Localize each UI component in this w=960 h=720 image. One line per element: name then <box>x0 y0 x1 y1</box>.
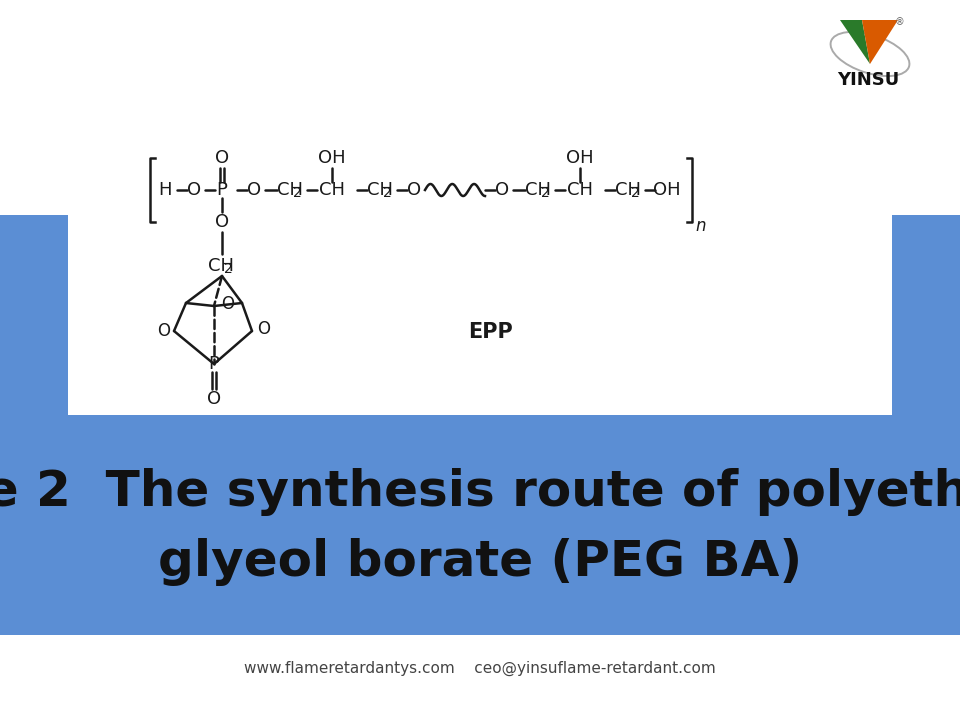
Polygon shape <box>862 20 898 64</box>
Text: P: P <box>217 181 228 199</box>
Text: CH: CH <box>367 181 393 199</box>
Text: P: P <box>208 355 220 373</box>
Text: CH: CH <box>615 181 641 199</box>
Text: CH: CH <box>567 181 593 199</box>
Text: O: O <box>247 181 261 199</box>
Text: CH: CH <box>319 181 345 199</box>
Text: Figure 2  The synthesis route of polyethylene: Figure 2 The synthesis route of polyethy… <box>0 468 960 516</box>
Text: 2: 2 <box>224 262 233 276</box>
Text: H: H <box>158 181 172 199</box>
Text: O: O <box>207 390 221 408</box>
Text: 2: 2 <box>541 186 550 200</box>
Text: O: O <box>407 181 421 199</box>
Text: O: O <box>222 295 234 313</box>
Text: CH: CH <box>277 181 303 199</box>
Text: n: n <box>695 217 706 235</box>
Text: glyeol borate (PEG BA): glyeol borate (PEG BA) <box>158 538 802 586</box>
Text: 2: 2 <box>383 186 392 200</box>
Text: YINSU: YINSU <box>837 71 900 89</box>
Text: O: O <box>157 322 171 340</box>
Text: 2: 2 <box>293 186 301 200</box>
Text: CH: CH <box>208 257 234 275</box>
Bar <box>0 215 68 425</box>
Text: CH: CH <box>525 181 551 199</box>
Text: OH: OH <box>653 181 681 199</box>
Bar <box>892 215 960 425</box>
Text: ®: ® <box>895 17 905 27</box>
Text: O: O <box>495 181 509 199</box>
Text: OH: OH <box>566 149 594 167</box>
Text: O: O <box>257 320 271 338</box>
Text: O: O <box>187 181 201 199</box>
FancyBboxPatch shape <box>0 415 960 635</box>
Text: O: O <box>215 149 229 167</box>
Text: O: O <box>215 213 229 231</box>
Text: OH: OH <box>318 149 346 167</box>
Text: www.flameretardantys.com    ceo@yinsuflame-retardant.com: www.flameretardantys.com ceo@yinsuflame-… <box>244 660 716 675</box>
Text: EPP: EPP <box>468 322 513 342</box>
Polygon shape <box>840 20 870 64</box>
Text: 2: 2 <box>631 186 640 200</box>
